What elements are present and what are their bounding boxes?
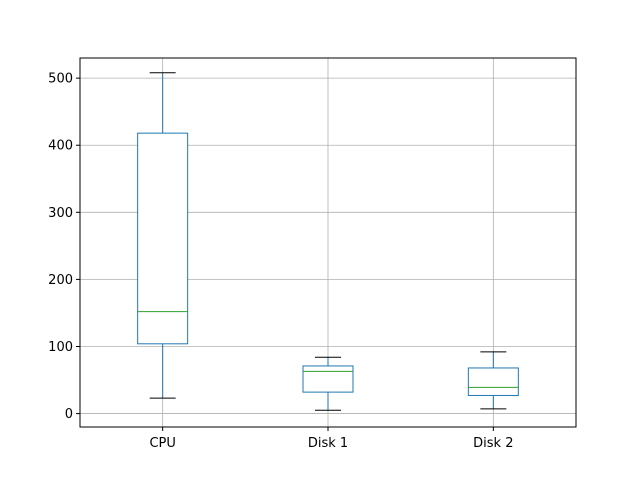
iqr-box [137, 132, 189, 345]
y-tick-label: 400 [48, 139, 73, 154]
iqr-box [302, 365, 354, 393]
y-axis: 0 100 200 300 400 500 [48, 72, 80, 422]
box-disk-1 [302, 356, 354, 411]
x-axis: CPU Disk 1 Disk 2 [149, 427, 513, 451]
x-tick-label: Disk 2 [473, 436, 513, 451]
box-cpu [137, 72, 189, 399]
iqr-box [467, 367, 519, 396]
box-series [137, 72, 519, 411]
y-tick-label: 0 [65, 407, 73, 422]
y-tick-label: 200 [48, 273, 73, 288]
y-tick-label: 500 [48, 72, 73, 87]
box-disk-2 [467, 351, 519, 410]
y-tick-label: 100 [48, 340, 73, 355]
x-tick-label: Disk 1 [308, 436, 348, 451]
x-tick-label: CPU [149, 436, 175, 451]
y-tick-label: 300 [48, 206, 73, 221]
